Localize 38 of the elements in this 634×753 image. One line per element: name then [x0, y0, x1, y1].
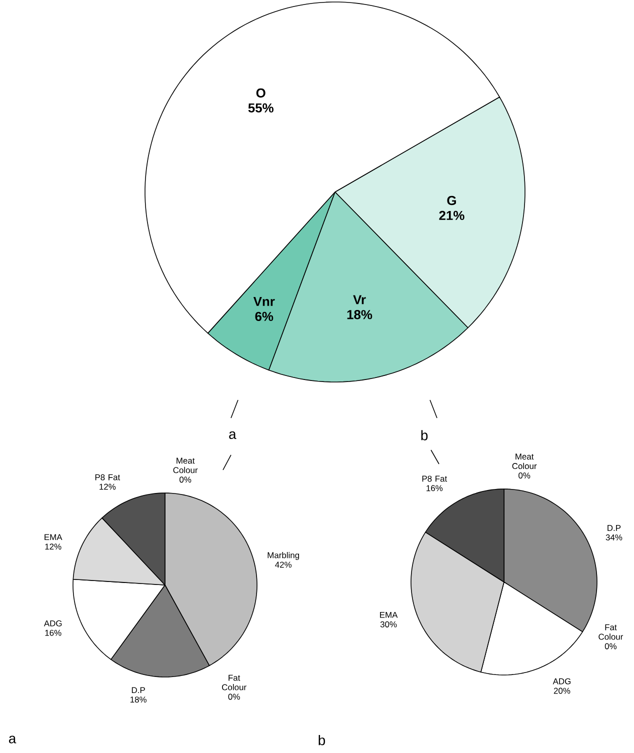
data-label: 34%	[606, 534, 622, 540]
slice-label: Marbling	[268, 552, 299, 560]
data-label: 20%	[554, 688, 570, 694]
slice-label: EMA	[44, 534, 62, 540]
data-label: 21%	[439, 210, 464, 220]
slice-label: P8 Fat	[422, 476, 447, 482]
slice-label: Vr	[353, 295, 366, 304]
data-label: 55%	[248, 103, 274, 113]
data-label: 42%	[275, 562, 292, 568]
data-label: 18%	[347, 310, 372, 320]
category-label: Fat Colour	[222, 674, 246, 690]
category-label: Meat Colour	[173, 458, 198, 474]
data-label: 16%	[45, 630, 62, 636]
slice-label: G	[447, 196, 456, 206]
slice-label: P8 Fat	[95, 474, 120, 480]
slice-label: D.P	[132, 687, 145, 694]
category-label: Meat Colour	[512, 454, 537, 470]
text: 0%	[518, 472, 530, 478]
slice-label: ADG	[44, 620, 62, 626]
data-label: 18%	[130, 696, 146, 703]
slice-label: ADG	[552, 678, 570, 684]
text: b	[318, 734, 325, 746]
category-label: Fat Colour	[598, 624, 623, 640]
data-label: 12%	[100, 484, 116, 490]
data-label: 12%	[45, 544, 62, 550]
data-label: 6%	[255, 312, 274, 322]
slice-label: Vnr	[253, 297, 275, 306]
text: a	[229, 431, 236, 440]
text: 0%	[604, 643, 616, 650]
slice-label: O	[256, 88, 266, 98]
data-label: 30%	[380, 621, 397, 628]
slice-label: D.P	[608, 525, 621, 531]
text: 0%	[228, 694, 240, 700]
text: a	[8, 736, 16, 744]
text: b	[421, 430, 428, 440]
text: 0%	[179, 476, 192, 483]
slice-label: EMA	[380, 612, 398, 618]
data-label: 16%	[426, 485, 443, 492]
